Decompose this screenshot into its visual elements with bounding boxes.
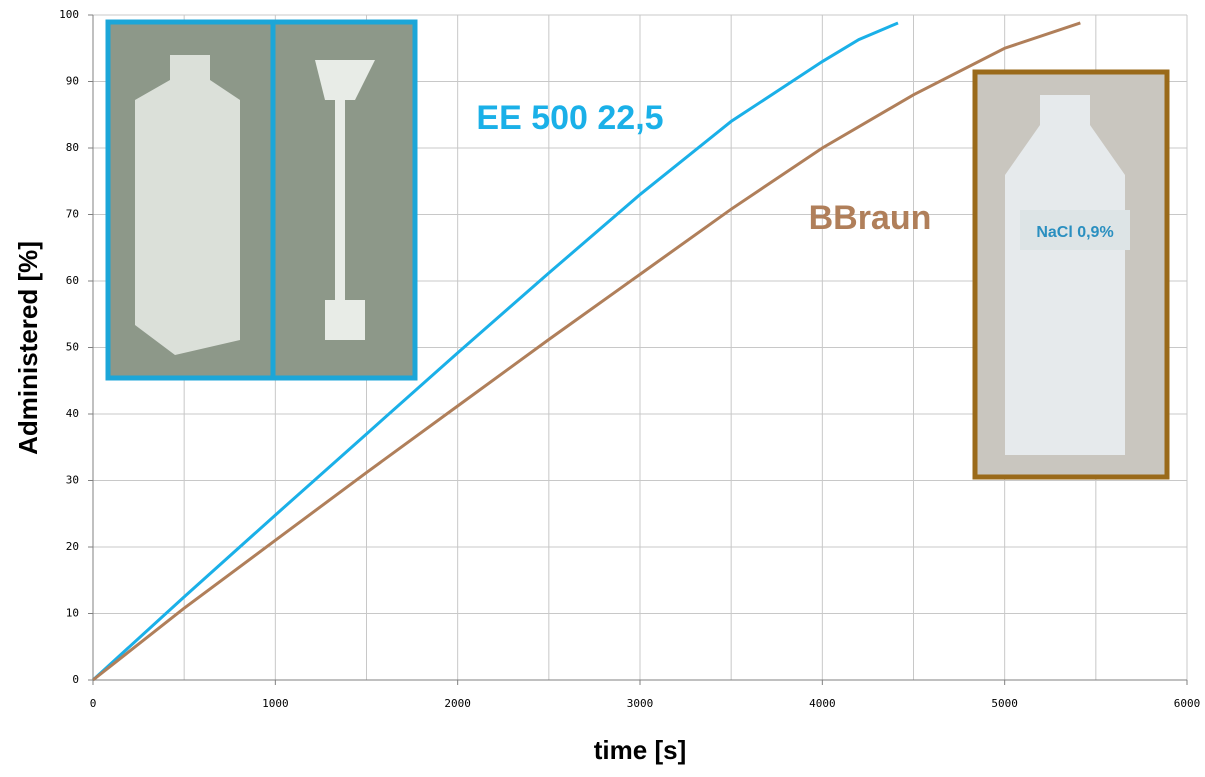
x-tick-label: 5000 <box>991 697 1018 710</box>
x-axis-label: time [s] <box>594 735 686 765</box>
y-tick-label: 20 <box>66 540 79 553</box>
y-tick-label: 100 <box>59 8 79 21</box>
x-tick-label: 4000 <box>809 697 836 710</box>
y-tick-label: 40 <box>66 407 79 420</box>
x-tick-label: 2000 <box>444 697 471 710</box>
series-label: EE 500 22,5 <box>476 99 663 137</box>
photo-bottle-ee <box>108 22 415 378</box>
chart: 0102030405060708090100010002000300040005… <box>0 0 1205 772</box>
x-tick-label: 6000 <box>1174 697 1201 710</box>
y-tick-label: 60 <box>66 274 79 287</box>
photo-label: NaCl 0,9% <box>1036 224 1113 241</box>
y-tick-label: 30 <box>66 474 79 487</box>
y-tick-label: 90 <box>66 75 79 88</box>
y-tick-label: 80 <box>66 141 79 154</box>
y-tick-label: 50 <box>66 341 79 354</box>
y-tick-label: 0 <box>72 673 79 686</box>
x-tick-label: 1000 <box>262 697 289 710</box>
photo-bottle-bbraun: NaCl 0,9% <box>975 72 1167 477</box>
y-tick-label: 10 <box>66 607 79 620</box>
x-tick-label: 0 <box>90 697 97 710</box>
x-tick-label: 3000 <box>627 697 654 710</box>
y-axis-label: Administered [%] <box>13 241 43 455</box>
series-label: BBraun <box>809 199 932 237</box>
y-tick-label: 70 <box>66 208 79 221</box>
